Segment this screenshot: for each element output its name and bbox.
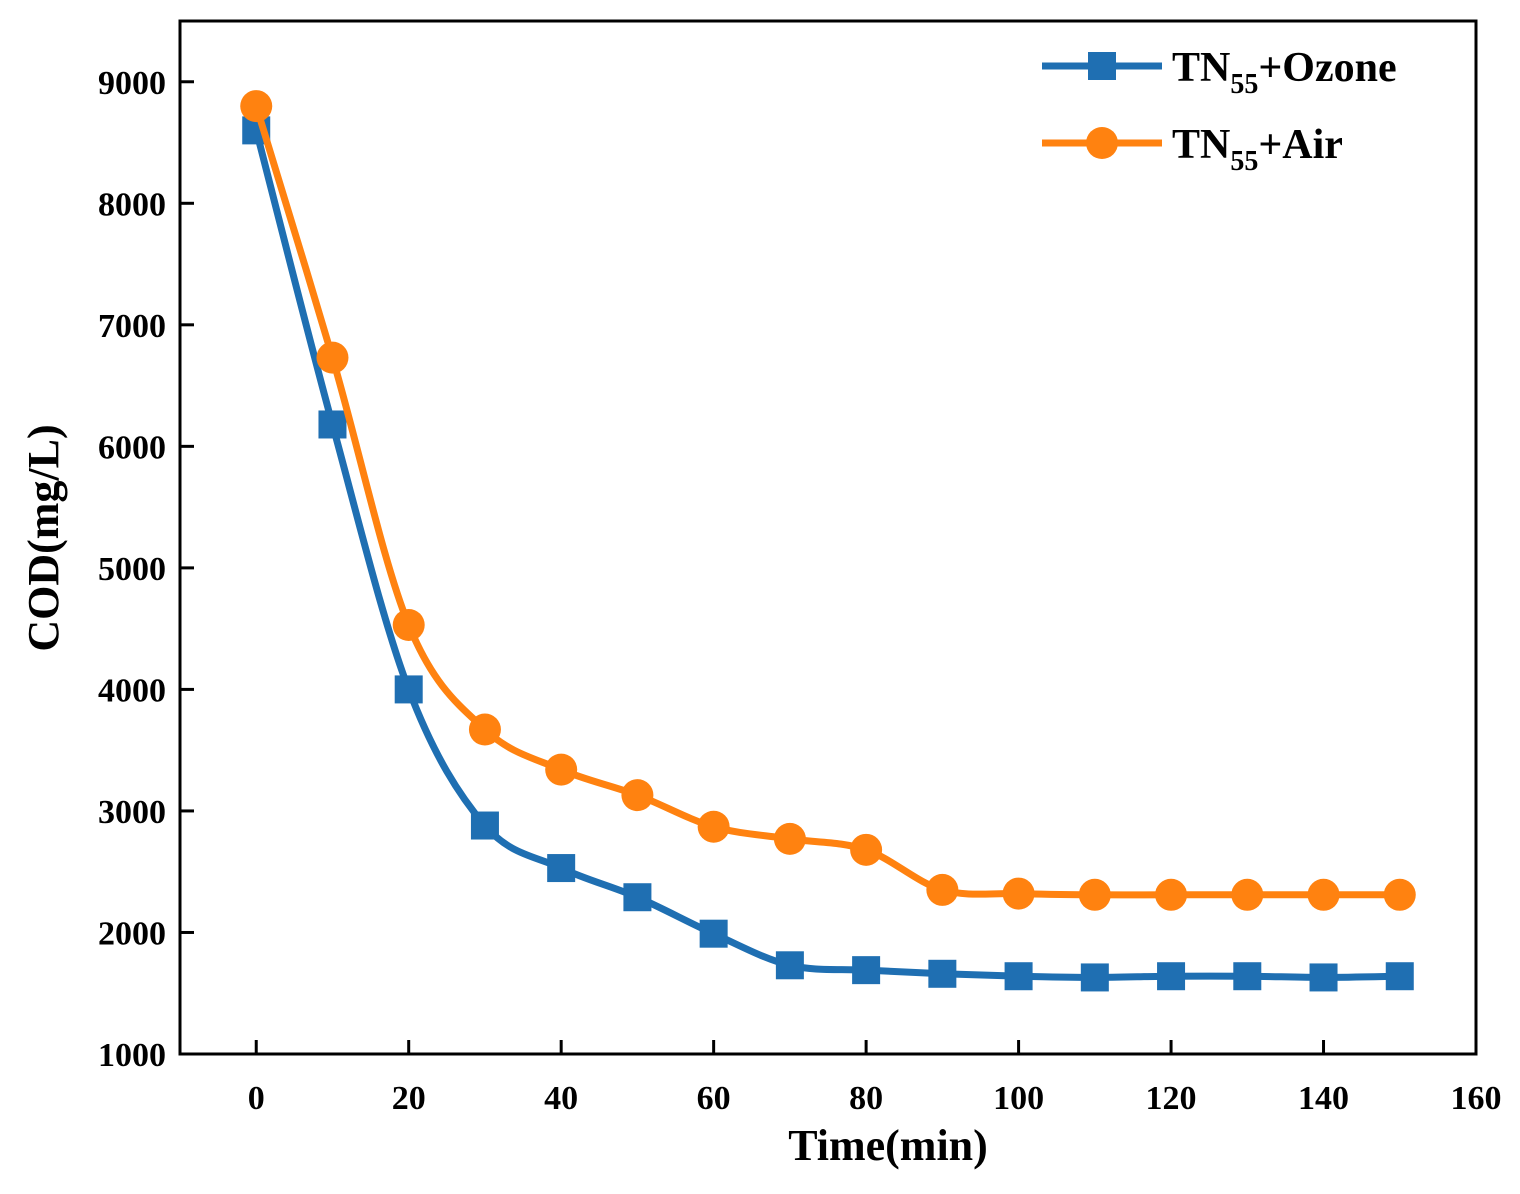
data-point-air <box>392 609 425 642</box>
legend-label-ozone-main: TN <box>1172 45 1230 91</box>
data-point-air <box>316 341 349 374</box>
x-tick-label: 80 <box>849 1080 883 1117</box>
y-tick-label: 4000 <box>98 672 166 709</box>
data-point-air <box>697 810 730 843</box>
legend-label-air: TN55+Air <box>1172 122 1343 177</box>
data-point-air <box>545 753 578 786</box>
x-tick-label: 100 <box>993 1080 1044 1117</box>
legend-label-air-rest: +Air <box>1258 122 1343 168</box>
data-point-ozone <box>1004 962 1033 991</box>
x-tick-label: 60 <box>697 1080 731 1117</box>
data-point-ozone <box>699 919 728 948</box>
plot-frame <box>178 19 1478 1056</box>
data-point-ozone <box>547 854 576 883</box>
y-axis-title: COD(mg/L) <box>19 424 68 651</box>
data-point-air <box>621 779 654 812</box>
y-tick-label: 6000 <box>98 429 166 466</box>
y-tick-label: 8000 <box>98 186 166 223</box>
data-point-air <box>1002 877 1035 910</box>
data-point-ozone <box>394 675 423 704</box>
data-point-air <box>773 822 806 855</box>
data-point-ozone <box>928 959 957 988</box>
y-tick-label: 9000 <box>98 65 166 102</box>
legend-marker-ozone <box>1088 52 1116 80</box>
data-point-air <box>1231 878 1264 911</box>
data-point-air <box>926 873 959 906</box>
data-point-air <box>468 713 501 746</box>
axes-layer: 0 20 40 60 80 100 120 140 160 1000 2000 3000 4000 500… <box>98 65 1502 1117</box>
series-layer <box>240 90 1416 992</box>
legend-marker-air <box>1086 127 1118 159</box>
data-point-ozone <box>623 883 652 912</box>
data-point-air <box>1078 878 1111 911</box>
x-tick-label: 0 <box>248 1080 265 1117</box>
data-point-ozone <box>852 956 881 985</box>
x-tick-label: 120 <box>1146 1080 1197 1117</box>
y-tick-label: 5000 <box>98 551 166 588</box>
legend-label-ozone: TN55+Ozone <box>1172 45 1397 100</box>
legend-label-air-sub: 55 <box>1230 146 1258 177</box>
data-point-ozone <box>1385 962 1414 991</box>
data-point-air <box>240 90 273 123</box>
y-tick-label: 2000 <box>98 915 166 952</box>
data-point-ozone <box>470 811 499 840</box>
series-line-ozone <box>252 129 1400 981</box>
y-tick-label: 3000 <box>98 794 166 831</box>
legend-label-air-main: TN <box>1172 122 1230 168</box>
data-point-ozone <box>1157 962 1186 991</box>
data-point-ozone <box>1080 963 1109 992</box>
data-point-ozone <box>1233 962 1262 991</box>
x-tick-label: 160 <box>1451 1080 1502 1117</box>
x-tick-label: 20 <box>392 1080 426 1117</box>
data-point-ozone <box>318 410 347 439</box>
x-tick-label: 140 <box>1298 1080 1349 1117</box>
data-point-air <box>1155 878 1188 911</box>
data-point-air <box>1383 878 1416 911</box>
legend-label-ozone-sub: 55 <box>1230 69 1258 100</box>
data-point-air <box>850 833 883 866</box>
data-point-ozone <box>775 951 804 980</box>
series-line-air <box>252 105 1400 899</box>
legend-label-ozone-rest: +Ozone <box>1258 45 1396 91</box>
data-point-air <box>1307 878 1340 911</box>
y-tick-label: 1000 <box>98 1037 166 1074</box>
y-tick-label: 7000 <box>98 308 166 345</box>
legend-entry-air: TN55+Air <box>1042 122 1343 177</box>
legend-entry-ozone: TN55+Ozone <box>1042 45 1397 100</box>
legend: TN55+Ozone TN55+Air <box>1042 45 1397 177</box>
x-tick-label: 40 <box>544 1080 578 1117</box>
data-point-ozone <box>1309 963 1338 992</box>
x-axis-title: Time(min) <box>788 1121 988 1170</box>
